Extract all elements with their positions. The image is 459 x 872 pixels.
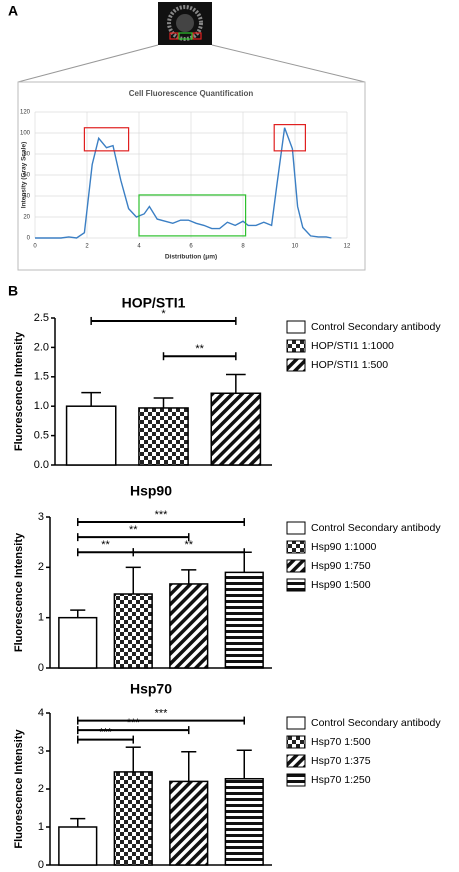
y-axis-label: Fluorescence Intensity [13, 331, 25, 451]
y-tick-label: 2 [38, 561, 44, 573]
chart-frame [17, 81, 366, 271]
legend-label: Control Secondary antibody [311, 321, 441, 333]
y-tick-label: 60 [23, 173, 30, 179]
legend-label: Hsp90 1:500 [311, 579, 371, 591]
zoom-line [211, 44, 366, 83]
y-tick-label: 2.5 [34, 312, 49, 324]
bar [169, 583, 209, 669]
legend-label: Hsp90 1:1000 [311, 541, 377, 553]
x-tick-label: 12 [344, 244, 351, 250]
bar [113, 771, 153, 866]
legend-label: Hsp70 1:250 [311, 774, 371, 786]
significance-label: ** [195, 343, 204, 355]
y-tick-label: 80 [23, 152, 30, 158]
legend-label: HOP/STI1 1:1000 [311, 340, 394, 352]
legend-swatch [286, 540, 306, 554]
y-tick-label: 4 [38, 707, 44, 719]
x-tick-label: 10 [292, 244, 299, 250]
y-tick-label: 0.5 [34, 430, 49, 442]
legend-swatch [286, 320, 306, 334]
bar [138, 407, 189, 466]
legend-swatch [286, 735, 306, 749]
bar [224, 777, 264, 866]
significance-label: * [161, 308, 166, 320]
y-tick-label: 0.0 [34, 459, 49, 471]
legend-label: HOP/STI1 1:500 [311, 359, 388, 371]
y-tick-label: 1 [38, 612, 44, 624]
highlight-box [138, 194, 247, 237]
legend-label: Control Secondary antibody [311, 717, 441, 729]
y-tick-label: 20 [23, 215, 30, 221]
bar [113, 593, 153, 669]
y-axis-label: Fluorescence Intensity [13, 532, 25, 652]
y-tick-label: 1.0 [34, 400, 49, 412]
y-axis-label: Fluorescence Intensity [13, 729, 25, 849]
significance-label: ** [129, 524, 138, 536]
legend-label: Hsp70 1:500 [311, 736, 371, 748]
chart-title: Cell Fluorescence Quantification [129, 89, 254, 98]
y-axis-label: Intensity (Gray Scale) [21, 142, 28, 208]
y-tick-label: 3 [38, 511, 44, 523]
bar [65, 405, 117, 466]
chart-title: Hsp70 [130, 681, 172, 697]
significance-label: *** [99, 727, 113, 739]
bar [58, 826, 98, 866]
y-tick-label: 0 [38, 662, 44, 674]
legend-label: Control Secondary antibody [311, 522, 441, 534]
bar [224, 571, 264, 669]
x-tick-label: 8 [241, 244, 245, 250]
legend-swatch [286, 358, 306, 372]
legend-swatch [286, 339, 306, 353]
bar [58, 616, 98, 669]
chart-title: Hsp90 [130, 483, 172, 499]
legend-swatch [286, 521, 306, 535]
legend-swatch [286, 773, 306, 787]
cell-thumbnail [158, 2, 212, 45]
highlight-box [83, 127, 130, 152]
legend-label: Hsp90 1:750 [311, 560, 371, 572]
x-tick-label: 0 [33, 244, 37, 250]
panel-label: B [8, 283, 18, 299]
x-tick-label: 4 [137, 244, 141, 250]
legend-swatch [286, 578, 306, 592]
x-axis-label: Distribution (μm) [165, 254, 217, 261]
significance-label: *** [127, 717, 141, 729]
legend-swatch [286, 559, 306, 573]
bar [210, 392, 262, 466]
legend-swatch [286, 716, 306, 730]
y-tick-label: 3 [38, 745, 44, 757]
y-tick-label: 40 [23, 194, 30, 200]
y-tick-label: 2 [38, 783, 44, 795]
panel-label: A [8, 3, 18, 19]
significance-label: *** [155, 708, 169, 720]
chart-title: HOP/STI1 [122, 295, 186, 311]
significance-label: ** [184, 539, 193, 551]
highlight-box [273, 123, 307, 152]
significance-label: ** [101, 539, 110, 551]
x-tick-label: 2 [85, 244, 89, 250]
y-tick-label: 120 [20, 110, 31, 116]
zoom-line [17, 44, 159, 83]
y-tick-label: 2.0 [34, 341, 49, 353]
y-tick-label: 0 [38, 859, 44, 871]
y-tick-label: 1.5 [34, 371, 49, 383]
legend-swatch [286, 754, 306, 768]
y-tick-label: 1 [38, 821, 44, 833]
legend-label: Hsp70 1:375 [311, 755, 371, 767]
y-tick-label: 0 [27, 236, 31, 242]
bar [169, 780, 209, 866]
y-tick-label: 100 [20, 131, 31, 137]
significance-label: *** [155, 509, 169, 521]
x-tick-label: 6 [189, 244, 193, 250]
